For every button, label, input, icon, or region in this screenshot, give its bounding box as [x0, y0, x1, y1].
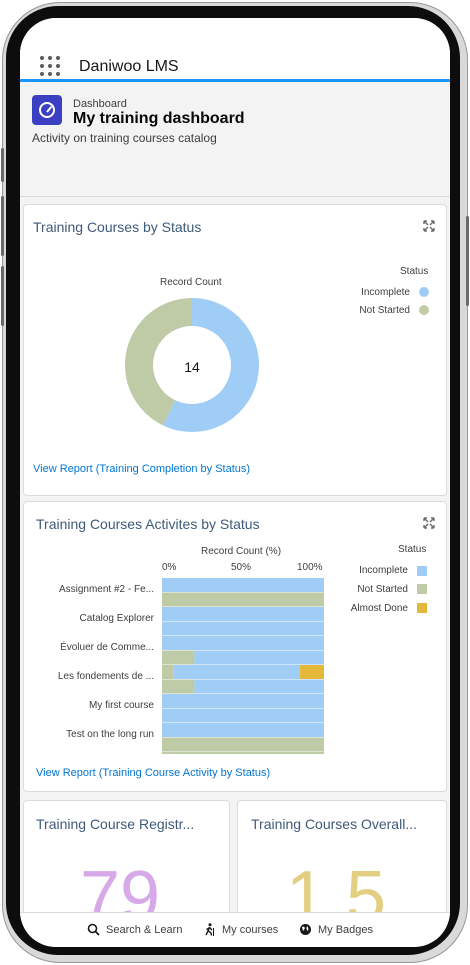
legend-swatch-not-started [417, 584, 427, 594]
view-report-link[interactable]: View Report (Training Course Activity by… [36, 767, 271, 779]
page-header: Dashboard My training dashboard Activity… [20, 85, 450, 197]
status-chart-card: Training Courses by Status Record Count … [23, 204, 447, 496]
dashboard-icon [32, 95, 62, 125]
nav-search-learn[interactable]: Search & Learn [106, 924, 183, 936]
card-title: Training Courses Overall... [251, 816, 417, 832]
expand-icon[interactable] [423, 220, 435, 232]
legend-item-incomplete: Incomplete [359, 565, 408, 576]
chart-title: Record Count [160, 277, 222, 288]
legend-swatch-incomplete [417, 566, 427, 576]
bar-segment-incomplete[interactable] [162, 708, 324, 723]
bar-segment-incomplete[interactable] [162, 578, 324, 592]
bar-segment-incomplete[interactable] [162, 636, 324, 650]
activity-chart-card: Training Courses Activites by Status Rec… [23, 501, 447, 792]
breadcrumb[interactable]: Dashboard [73, 98, 127, 110]
card-title: Training Courses Activites by Status [36, 516, 260, 532]
bar-segment-not-started[interactable] [162, 737, 324, 752]
app-launcher-icon[interactable] [40, 56, 60, 76]
legend-item-almost-done: Almost Done [350, 603, 408, 614]
donut-slice-not-started[interactable] [125, 298, 192, 426]
legend-item-incomplete: Incomplete [361, 287, 410, 298]
bar-segment-not-started[interactable] [162, 665, 174, 679]
bar-segment-not-started[interactable] [162, 679, 195, 694]
category-label: Évoluer de Comme... [60, 642, 154, 653]
category-label: Les fondements de ... [57, 671, 154, 682]
category-label: My first course [88, 700, 154, 711]
tick-label: 0% [162, 562, 177, 573]
x-axis-title: Record Count (%) [201, 546, 282, 557]
hiker-icon[interactable] [203, 923, 216, 936]
legend-item-not-started: Not Started [357, 584, 408, 595]
legend-title: Status [398, 544, 427, 555]
bar-segment-not-started[interactable] [162, 650, 195, 665]
legend-swatch-not-started [419, 305, 429, 315]
donut-chart [125, 298, 259, 432]
side-button [466, 216, 469, 306]
bar-segment-incomplete[interactable] [162, 621, 324, 636]
legend-swatch-almost-done [417, 603, 427, 613]
app-bar: Daniwoo LMS [20, 18, 450, 82]
app-name: Daniwoo LMS [79, 58, 179, 75]
nav-my-badges[interactable]: My Badges [318, 924, 374, 936]
category-label: Assignment #2 - Fe... [58, 584, 154, 595]
bar-segment-incomplete[interactable] [194, 679, 324, 694]
donut-slice-incomplete[interactable] [162, 298, 259, 432]
nav-my-courses[interactable]: My courses [222, 924, 279, 936]
stacked-bar-chart [162, 578, 324, 754]
globe-icon[interactable] [299, 923, 312, 936]
bar-segment-almost-done[interactable] [299, 665, 324, 679]
category-label: Test on the long run [66, 729, 154, 740]
card-title: Training Course Registr... [36, 816, 195, 832]
legend-item-not-started: Not Started [359, 305, 410, 316]
screen: Daniwoo LMS Dashboard My training dashbo… [20, 18, 450, 947]
page-title: My training dashboard [73, 110, 245, 127]
bottom-nav: Search & Learn My courses My Badges [20, 912, 450, 947]
category-label: Catalog Explorer [79, 613, 154, 624]
bar-segment-not-started[interactable] [162, 592, 324, 607]
side-button [1, 148, 4, 182]
legend-swatch-incomplete [419, 287, 429, 297]
legend-title: Status [400, 266, 429, 277]
bar-segment-incomplete[interactable] [162, 723, 324, 737]
tick-label: 100% [297, 562, 323, 573]
bar-segment-incomplete[interactable] [162, 694, 324, 708]
view-report-link[interactable]: View Report (Training Completion by Stat… [33, 463, 251, 475]
bar-segment-incomplete[interactable] [162, 607, 324, 621]
tick-label: 50% [231, 562, 252, 573]
bar-segment-incomplete[interactable] [173, 665, 300, 679]
bar-segment-not-started[interactable] [162, 752, 324, 754]
page-subtitle: Activity on training courses catalog [32, 131, 217, 145]
side-button [1, 196, 4, 256]
donut-center-label: 14 [184, 359, 200, 375]
side-button [1, 266, 4, 326]
bar-segment-incomplete[interactable] [194, 650, 324, 665]
search-icon[interactable] [87, 923, 100, 936]
card-title: Training Courses by Status [33, 219, 202, 235]
expand-icon[interactable] [423, 517, 435, 529]
